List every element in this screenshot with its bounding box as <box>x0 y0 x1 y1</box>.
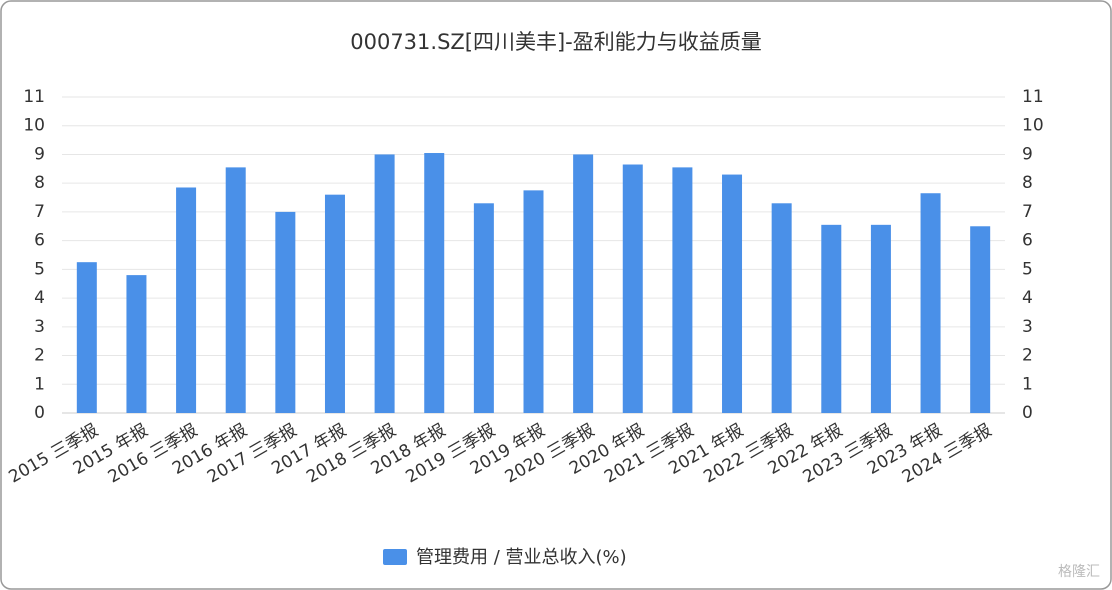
y-tick-label: 3 <box>34 317 45 337</box>
chart-title: 000731.SZ[四川美丰]-盈利能力与收益质量 <box>350 30 762 54</box>
bar <box>126 275 147 413</box>
y2-tick-label: 7 <box>1022 202 1033 222</box>
y-tick-label: 0 <box>34 403 45 423</box>
bar <box>374 154 395 414</box>
y-tick-label: 8 <box>34 173 45 193</box>
y2-tick-label: 0 <box>1022 403 1033 423</box>
bar <box>672 167 693 413</box>
bar <box>722 174 743 413</box>
legend-label: 管理费用 / 营业总收入(%) <box>416 547 627 568</box>
bar <box>324 194 345 413</box>
y-tick-label: 5 <box>34 259 45 279</box>
y2-tick-label: 8 <box>1022 173 1033 193</box>
legend-swatch <box>383 549 407 565</box>
bar <box>225 167 246 413</box>
watermark: 格隆汇 <box>1058 564 1100 580</box>
y2-tick-label: 1 <box>1022 374 1033 394</box>
y2-tick-label: 2 <box>1022 346 1033 366</box>
bar <box>622 164 643 413</box>
bar <box>771 203 792 413</box>
bar <box>176 187 197 413</box>
y2-tick-label: 10 <box>1022 116 1044 136</box>
bar <box>870 224 891 413</box>
y2-tick-label: 4 <box>1022 288 1033 308</box>
y-tick-label: 2 <box>34 346 45 366</box>
bar <box>920 193 941 413</box>
y-tick-label: 1 <box>34 374 45 394</box>
y2-tick-label: 11 <box>1022 87 1044 107</box>
bar <box>523 190 544 413</box>
bar <box>76 262 97 413</box>
y-tick-label: 7 <box>34 202 45 222</box>
y-tick-label: 4 <box>34 288 45 308</box>
bar <box>275 211 296 413</box>
bar <box>573 154 594 414</box>
y2-tick-label: 6 <box>1022 231 1033 251</box>
y-tick-label: 9 <box>34 144 45 164</box>
y2-tick-label: 5 <box>1022 259 1033 279</box>
y-tick-label: 10 <box>23 116 45 136</box>
bar <box>473 203 494 413</box>
y-tick-label: 6 <box>34 231 45 251</box>
bar <box>424 153 445 413</box>
y2-tick-label: 3 <box>1022 317 1033 337</box>
bar <box>970 226 991 413</box>
y-tick-label: 11 <box>23 87 45 107</box>
bar <box>821 224 842 413</box>
y2-tick-label: 9 <box>1022 144 1033 164</box>
